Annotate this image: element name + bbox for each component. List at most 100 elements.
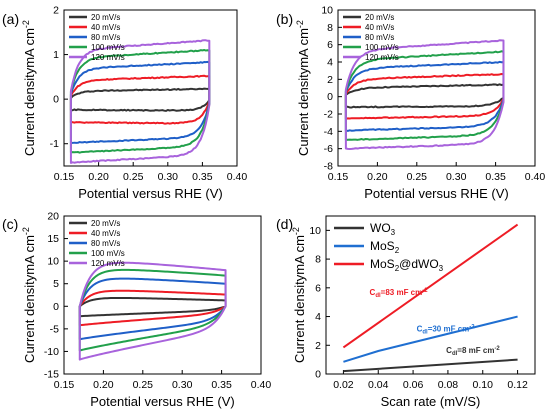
y-tick-label: 0 [315,369,321,381]
x-tick-label: 0.35 [485,171,506,183]
y-tick-label: 0 [53,301,59,313]
x-tick-label: 0.20 [93,379,114,391]
legend-entry: 100 mV/s [91,43,125,52]
legend-entry: 100 mV/s [365,43,399,52]
x-tick-label: 0.20 [367,171,388,183]
x-tick-label: 0.30 [446,171,467,183]
y-tick-label: 2 [327,74,333,86]
y-tick-label: 5 [53,278,59,290]
legend-entry: 80 mV/s [365,33,394,42]
y-tick-label: 2 [53,5,59,17]
x-tick-label: 0.35 [211,379,232,391]
panel-letter: (b) [276,11,293,27]
legend-entry: WO3 [370,221,396,237]
series-line [69,39,211,164]
x-tick-label: 0.25 [133,379,154,391]
x-axis-label: Potential versus RHE (V) [364,186,509,201]
legend-entry: 40 mV/s [365,23,394,32]
slope-annotation: Cdl=83 mF cm-2 [370,288,429,299]
y-tick-label: 20 [47,211,59,223]
legend-entry: 120 mV/s [91,53,125,62]
plot-frame [63,215,262,375]
x-axis-label: Scan rate (mV/S) [381,394,481,409]
series-line [343,315,518,363]
chart-panel-1: (a) 0.15 0.20 0.25 0.30 0.35 0.40 -1 0 1 2 Potentia… [2,5,247,202]
x-tick-label: 0.15 [54,379,75,391]
x-tick-label: 0.12 [507,379,528,391]
y-tick-label: 0 [327,91,333,103]
x-tick-label: 0.04 [368,379,389,391]
series-line [78,289,227,327]
legend-entry: 80 mV/s [91,239,120,248]
chart-panel-2: (b) 0.15 0.20 0.25 0.30 0.35 0.40 -8 -6 -4 -2 0 2 4 6 8… [276,5,545,202]
y-tick-label: -2 [324,109,333,121]
legend-entry: 100 mV/s [91,249,125,258]
y-tick-label: -1 [50,138,59,150]
legend-entry: 80 mV/s [91,33,120,42]
y-tick-label: 10 [321,5,333,17]
y-tick-label: -8 [324,161,333,173]
legend-entry: 40 mV/s [91,23,120,32]
y-tick-label: 4 [327,57,333,69]
y-tick-label: 0 [53,94,59,106]
series-line [69,87,211,112]
x-tick-label: 0.15 [54,171,75,183]
y-axis-label: Current densitymA cm-2 [291,227,307,363]
chart-panel-3: (c) 0.15 0.20 0.25 0.30 0.35 0.40 -15 -10 -5 0 5 10 1… [2,211,271,410]
series-line [344,73,505,120]
x-axis-label: Potential versus RHE (V) [78,186,223,201]
plot-area [344,39,505,150]
x-tick-label: 0.30 [158,171,179,183]
x-tick-label: 0.35 [192,171,213,183]
x-tick-label: 0.40 [251,379,272,391]
x-tick-label: 0.25 [407,171,428,183]
y-axis-label: Current densitymA cm-2 [295,20,311,156]
series-line [342,223,519,349]
plot-frame [337,9,536,167]
y-tick-label: 6 [315,282,321,294]
legend-entry: MoS2 [370,239,400,255]
y-axis-label: Current densitymA cm-2 [21,227,37,363]
y-tick-label: 8 [315,254,321,266]
legend-entry: 20 mV/s [365,13,394,22]
series-line [69,74,211,125]
plot-frame [325,215,536,375]
y-tick-label: -6 [324,143,333,155]
panel-letter: (c) [2,216,18,232]
legend-entry: 120 mV/s [365,53,399,62]
x-tick-label: 0.10 [473,379,494,391]
x-axis-label: Potential versus RHE (V) [90,394,235,409]
series-line [344,83,505,109]
y-tick-label: 2 [315,340,321,352]
panel-letter: (a) [2,11,19,27]
slope-annotation: Cdl=8 mF cm-2 [446,346,500,357]
y-tick-label: 4 [315,311,321,323]
legend-entry: MoS2@dWO3 [370,257,444,273]
x-tick-label: 0.20 [88,171,109,183]
series-line [69,60,211,144]
series-line [344,60,505,132]
x-tick-label: 0.08 [438,379,459,391]
y-tick-label: 1 [53,49,59,61]
plot-frame [63,9,238,167]
y-tick-label: -15 [44,369,59,381]
legend-entry: 40 mV/s [91,229,120,238]
plot-area [78,261,227,361]
x-tick-label: 0.40 [525,171,546,183]
x-tick-label: 0.06 [403,379,424,391]
x-tick-label: 0.40 [227,171,248,183]
y-tick-label: 8 [327,22,333,34]
y-tick-label: 10 [47,256,59,268]
slope-annotation: Cdl=30 mF cm-2 [417,325,476,336]
x-tick-label: 0.25 [123,171,144,183]
panel-letter: (d) [276,216,293,232]
series-line [343,358,518,373]
y-tick-label: 6 [327,39,333,51]
y-tick-label: -5 [50,323,59,335]
plot-area [342,223,519,373]
y-tick-label: 10 [309,225,321,237]
x-tick-label: 0.02 [333,379,354,391]
series-line [344,39,505,150]
y-tick-label: 15 [47,233,59,245]
